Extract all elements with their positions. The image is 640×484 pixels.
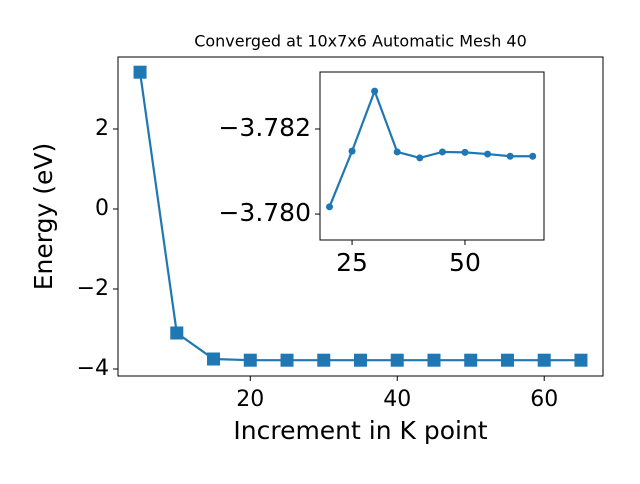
y-tick-label: 0: [95, 196, 109, 221]
marker: [317, 353, 331, 367]
marker: [416, 154, 424, 162]
marker: [348, 147, 356, 155]
marker: [390, 353, 404, 367]
marker: [574, 353, 588, 367]
x-tick-label: 25: [336, 248, 368, 277]
x-tick-label: 50: [449, 248, 481, 277]
y-axis-label: Energy (eV): [29, 143, 58, 290]
x-axis-label: Increment in K point: [233, 416, 487, 445]
marker: [354, 353, 367, 367]
y-tick-label: −3.780: [218, 198, 311, 227]
marker: [529, 152, 537, 160]
marker: [371, 87, 379, 95]
marker: [207, 352, 221, 366]
marker: [506, 152, 514, 160]
data-line: [328, 87, 533, 208]
y-tick-label: 2: [95, 116, 109, 141]
x-tick-label: 60: [530, 387, 558, 412]
marker: [243, 353, 257, 367]
marker: [438, 148, 446, 156]
marker: [464, 353, 478, 367]
marker: [427, 353, 441, 367]
marker: [537, 353, 551, 367]
y-tick-label: −4: [77, 356, 109, 381]
marker: [393, 148, 401, 156]
x-tick-label: 40: [383, 387, 411, 412]
x-tick-label: 20: [236, 387, 264, 412]
y-tick-label: −2: [77, 276, 109, 301]
marker: [484, 150, 492, 158]
marker: [500, 353, 514, 367]
y-tick-label: −3.782: [218, 113, 311, 142]
marker: [280, 353, 294, 367]
marker: [325, 203, 333, 211]
marker: [170, 326, 184, 340]
chart-title: Converged at 10x7x6 Automatic Mesh 40: [194, 32, 527, 51]
marker: [133, 65, 147, 79]
marker: [461, 148, 469, 156]
